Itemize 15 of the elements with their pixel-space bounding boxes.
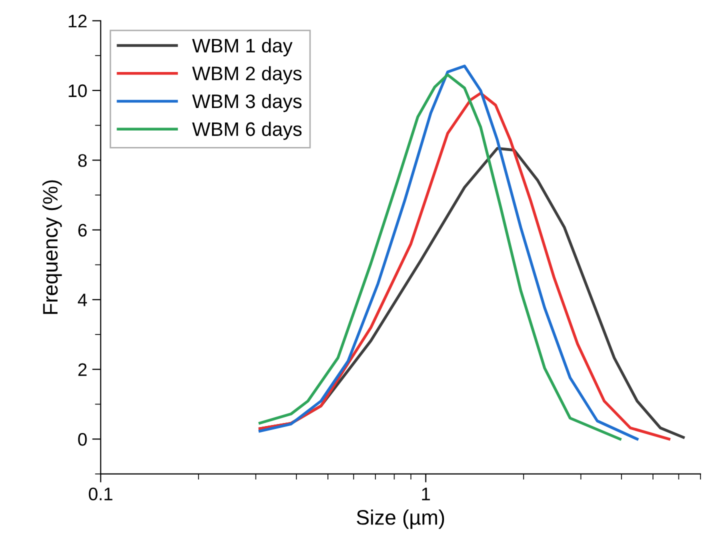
x-tick-label: 1 (422, 488, 430, 500)
x-axis-title: Size (µm) (356, 510, 444, 529)
legend-label: WBM 1 day (192, 38, 293, 56)
y-tick-label: 2 (78, 363, 87, 376)
y-tick-label: 0 (78, 433, 87, 446)
y-tick-label: 10 (68, 84, 87, 98)
legend-label: WBM 3 days (192, 94, 302, 112)
y-tick-label: 4 (78, 294, 87, 306)
y-tick-label: 8 (78, 154, 87, 167)
y-tick-label: 12 (68, 14, 87, 28)
legend-label: WBM 6 days (192, 122, 302, 140)
x-tick-label: 0.1 (88, 488, 112, 500)
y-tick-label: 6 (78, 224, 87, 237)
y-axis-title: Frequency (%) (42, 180, 62, 314)
legend-label: WBM 2 days (192, 66, 302, 84)
